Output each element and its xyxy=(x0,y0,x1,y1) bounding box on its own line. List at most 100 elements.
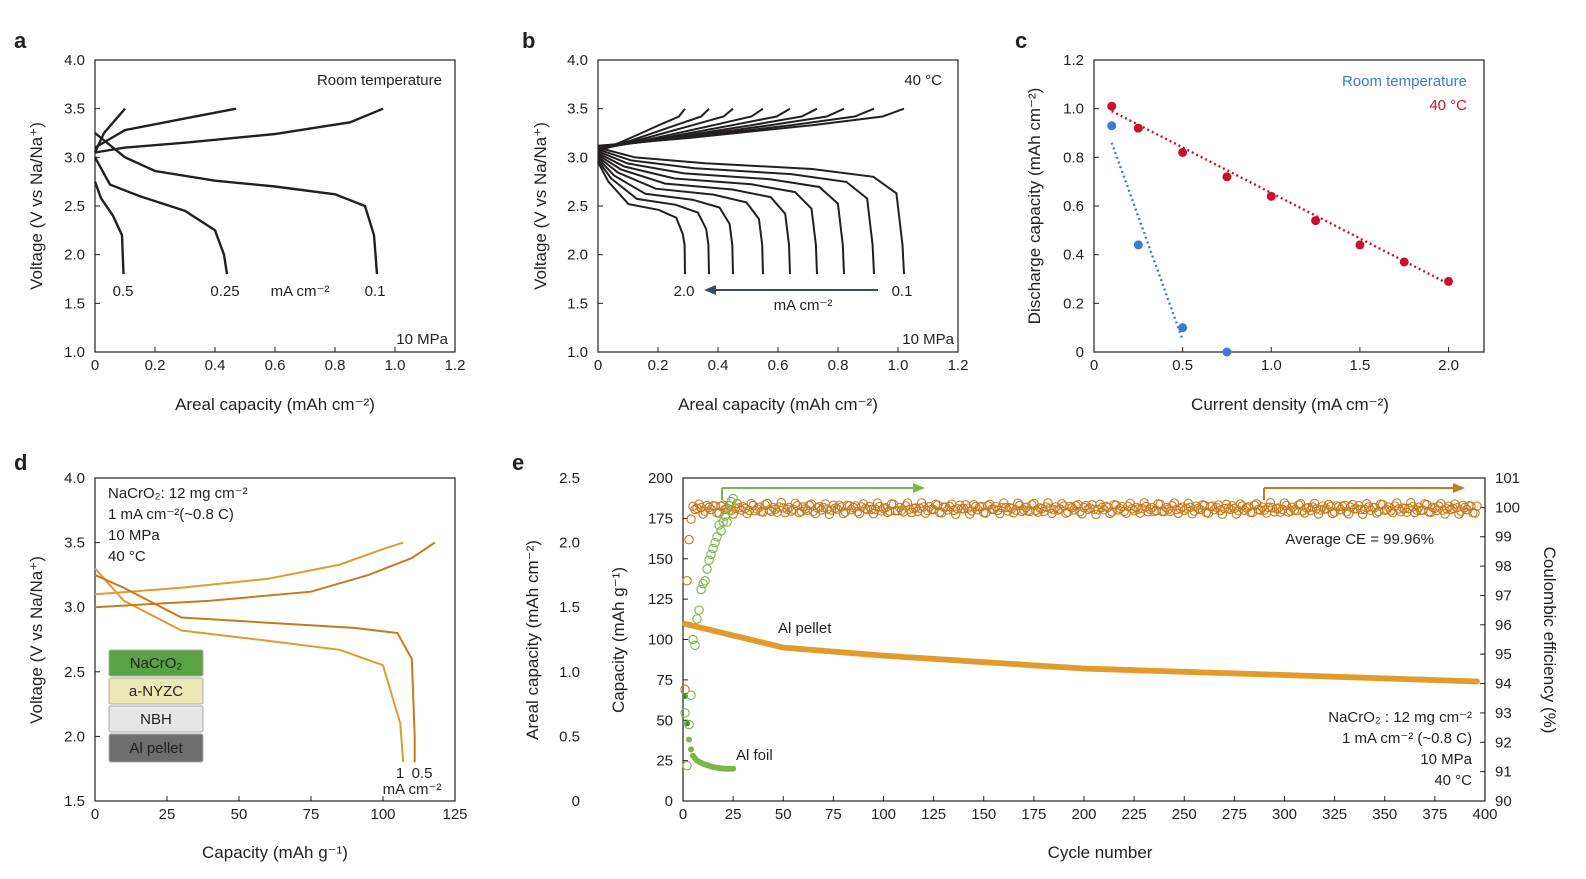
panel-a-ytick-label: 2.0 xyxy=(64,247,85,264)
panel-e-left-ytick-label: 75 xyxy=(656,672,673,689)
panel-a-frame xyxy=(94,59,456,353)
panel-c-xtick-label: 1.5 xyxy=(1349,357,1370,374)
panel-c-point xyxy=(1222,347,1232,357)
panel-e-right-ytick-label: 99 xyxy=(1495,529,1512,546)
stack-layer-nacro2-label: NaCrO₂ xyxy=(130,655,183,672)
panel-e-pellet-ce xyxy=(1077,509,1087,519)
panel-d-label-05: 0.5 xyxy=(412,765,433,782)
panel-a-label: a xyxy=(14,28,27,53)
panel-e-ylabel-outer: Areal capacity (mAh cm⁻²) xyxy=(523,540,542,740)
panel-e-xtick-label: 50 xyxy=(775,806,792,823)
panel-e-outer-tick-label: 2.0 xyxy=(559,535,580,552)
panel-e-arrow-orange-head xyxy=(1453,483,1465,493)
panel-e-foil-ce xyxy=(696,584,706,595)
panel-c-point xyxy=(1355,240,1365,250)
panel-d-note-1: NaCrO₂: 12 mg cm⁻² xyxy=(108,485,248,502)
panel-e-foil-ce xyxy=(716,526,726,536)
panel-e-pellet-ce xyxy=(1265,498,1276,508)
panel-e-pellet-ce xyxy=(1460,502,1470,513)
panel-d-label-1: 1 xyxy=(396,765,404,782)
panel-a-discharge-0.5 xyxy=(93,181,125,275)
panel-e-right-ytick-label: 97 xyxy=(1495,587,1512,604)
panel-c-xlabel: Current density (mA cm⁻²) xyxy=(1191,395,1389,414)
stack-layer-al-pellet-label: Al pellet xyxy=(129,740,183,757)
panel-e-label: e xyxy=(512,450,524,475)
panel-e-pellet-ce xyxy=(1181,503,1192,513)
panel-e-xtick-label: 175 xyxy=(1021,806,1046,823)
panel-e-xtick-label: 75 xyxy=(825,806,842,823)
panel-e-ylabel-right: Coulombic efficiency (%) xyxy=(1540,547,1559,734)
panel-e-foil-ce xyxy=(728,493,738,504)
panel-a-xtick-label: 0 xyxy=(91,357,99,374)
panel-e-al-foil: Al foil xyxy=(736,747,773,764)
panel-e-xtick-label: 325 xyxy=(1322,806,1347,823)
panel-b-ytick-label: 2.0 xyxy=(567,247,588,264)
panel-e-pellet-ce xyxy=(1432,505,1442,516)
panel-b-charge-curve xyxy=(597,108,686,153)
panel-e-left-ytick-label: 150 xyxy=(648,551,673,568)
panel-e-pellet-capacity xyxy=(1473,678,1480,685)
panel-e-pellet-ce xyxy=(776,497,786,508)
panel-b-pressure: 10 MPa xyxy=(902,331,954,348)
panel-b-discharge-curve xyxy=(597,157,734,275)
panel-e-pellet-ce xyxy=(854,508,865,519)
panel-b-ytick-label: 2.5 xyxy=(567,198,588,215)
panel-e-outer-tick-label: 1.5 xyxy=(559,599,580,616)
panel-e-right-ytick-label: 90 xyxy=(1495,793,1512,810)
panel-e-right-ytick-label: 98 xyxy=(1495,558,1512,575)
panel-a-discharge-0.1 xyxy=(94,132,379,275)
panel-c: c 0 0.5 1.0 1.5 2.0 0 0.2 0.4 0.6 0.8 1.0 1.2 Room … xyxy=(1015,28,1485,414)
panel-d-ytick-label: 2.0 xyxy=(64,728,85,745)
panel-d-ytick-label: 2.5 xyxy=(64,664,85,681)
panel-e: e 0 25 50 75 100 125 150 175 200 225 250 275 300 325 3… xyxy=(512,450,1559,862)
panel-e-foil-ce xyxy=(700,576,710,586)
panel-e-pellet-ce xyxy=(778,503,788,513)
panel-b-discharge-curve xyxy=(597,146,905,275)
panel-e-pellet-ce xyxy=(684,534,694,545)
panel-e-foil-ce xyxy=(688,634,698,645)
panel-e-xtick-label: 100 xyxy=(871,806,896,823)
panel-b-xtick-label: 1.2 xyxy=(948,357,969,374)
panel-a-ytick-label: 4.0 xyxy=(64,52,85,69)
panel-d-note-3: 10 MPa xyxy=(108,527,160,544)
stack-layer-nacro2 xyxy=(108,649,204,677)
panel-a: a 0 0.2 0.4 0.6 0.8 1.0 1.2 1.0 1.5 2.0 2.5 3.0 3.5 4… xyxy=(14,28,465,414)
panel-e-pellet-ce xyxy=(1394,504,1404,514)
panel-e-pellet-ce xyxy=(964,509,975,519)
panel-e-note-1: NaCrO₂ : 12 mg cm⁻² xyxy=(1328,709,1472,726)
stack-layer-nbh xyxy=(108,705,204,733)
panel-e-pellet-ce xyxy=(734,503,744,513)
panel-e-pellet-ce xyxy=(950,509,961,519)
panel-b-discharge-curve xyxy=(597,161,686,275)
panel-a-pressure: 10 MPa xyxy=(396,331,448,348)
panel-e-right-ytick-label: 101 xyxy=(1495,470,1520,487)
panel-a-xtick-label: 1.2 xyxy=(445,357,466,374)
panel-d-note-4: 40 °C xyxy=(108,548,146,565)
panel-e-note-3: 10 MPa xyxy=(1420,751,1472,768)
panel-b: b 0 0.2 0.4 0.6 0.8 1.0 1.2 1.0 1.5 2.0 2.5 3.0 3.5 4… xyxy=(522,28,968,414)
panel-e-pellet-ce xyxy=(1279,498,1290,508)
panel-b-ytick-label: 3.5 xyxy=(567,101,588,118)
panel-c-xtick-label: 2.0 xyxy=(1438,357,1459,374)
panel-a-ytick-label: 1.5 xyxy=(64,295,85,312)
panel-e-xtick-label: 275 xyxy=(1222,806,1247,823)
panel-e-xtick-label: 200 xyxy=(1071,806,1096,823)
panel-e-foil-ce xyxy=(712,531,722,542)
panel-e-pellet-ce xyxy=(940,502,951,512)
panel-e-outer-tick-label: 1.0 xyxy=(559,664,580,681)
panel-e-pellet-ce xyxy=(1472,501,1482,511)
panel-e-pellet-ce xyxy=(1466,501,1476,511)
panel-e-pellet-ce xyxy=(1187,509,1198,519)
panel-d-charge-0.5 xyxy=(94,541,436,609)
panel-b-xlabel: Areal capacity (mAh cm⁻²) xyxy=(678,395,878,414)
panel-b-xtick-label: 0.2 xyxy=(648,357,669,374)
panel-e-outer-tick-label: 2.5 xyxy=(559,470,580,487)
panel-c-ytick-label: 0.4 xyxy=(1063,247,1084,264)
panel-b-discharge-curve xyxy=(597,148,875,275)
panel-a-charge-0.1 xyxy=(94,107,384,154)
panel-e-left-ytick-label: 25 xyxy=(656,753,673,770)
panel-e-pellet-ce xyxy=(704,502,714,513)
panel-e-pellet-ce xyxy=(1091,509,1101,520)
panel-c-xtick-label: 0 xyxy=(1090,357,1098,374)
panel-e-note-4: 40 °C xyxy=(1434,772,1472,789)
